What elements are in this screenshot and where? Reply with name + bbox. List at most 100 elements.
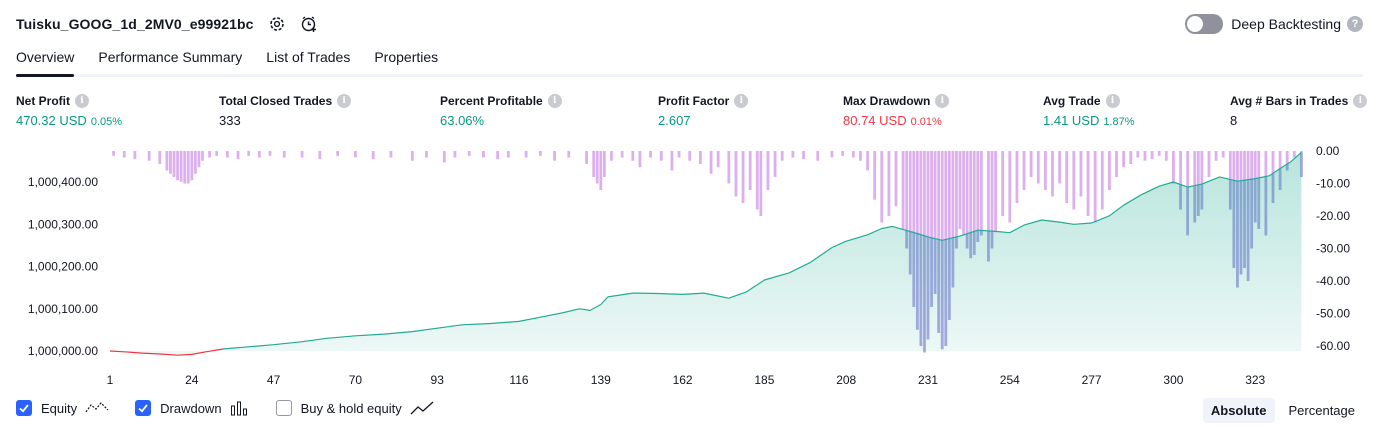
drawdown-bar	[759, 151, 763, 216]
info-icon[interactable]: i	[1353, 94, 1368, 108]
drawdown-bar	[1164, 151, 1168, 161]
y-right-tick-label: -60.00	[1316, 339, 1350, 353]
drawdown-bar	[816, 151, 820, 161]
checkbox-checked[interactable]	[16, 400, 32, 416]
drawdown-bar	[880, 151, 884, 223]
drawdown-bar	[709, 151, 713, 174]
drawdown-bar	[133, 151, 137, 160]
info-icon[interactable]: i	[75, 94, 89, 108]
stat-label: Avg # Bars in Trades	[1230, 94, 1349, 108]
tab-properties[interactable]: Properties	[374, 49, 439, 65]
drawdown-bar	[1058, 151, 1061, 184]
drawdown-bar	[951, 151, 955, 238]
drawdown-bar	[830, 151, 834, 158]
drawdown-bar	[698, 151, 702, 164]
drawdown-bar	[1200, 151, 1204, 185]
drawdown-bar	[158, 151, 162, 164]
drawdown-bar	[165, 151, 169, 171]
percentage-button[interactable]: Percentage	[1288, 403, 1356, 418]
drawdown-bar	[567, 151, 571, 158]
drawdown-bar	[169, 151, 172, 174]
drawdown-bar	[1115, 151, 1118, 177]
checkbox-checked[interactable]	[135, 400, 152, 416]
drawdown-bar	[538, 151, 542, 156]
tab-performance-summary[interactable]: Performance Summary	[98, 49, 243, 65]
drawdown-bar	[215, 151, 219, 156]
drawdown-bar-overlap	[1300, 152, 1303, 177]
deep-backtesting-label: Deep Backtesting	[1231, 16, 1341, 32]
info-icon[interactable]: i	[547, 94, 562, 108]
trend-line-icon	[410, 400, 434, 416]
drawdown-bar	[866, 151, 869, 171]
drawdown-bars-icon	[230, 400, 250, 416]
drawdown-bar	[122, 151, 126, 158]
drawdown-bar	[947, 151, 951, 239]
drawdown-bar	[955, 151, 958, 237]
info-icon[interactable]: i	[935, 94, 950, 108]
drawdown-bar	[1093, 151, 1097, 222]
drawdown-bar	[482, 151, 485, 158]
drawdown-bar	[524, 151, 528, 158]
tab-list-of-trades[interactable]: List of Trades	[266, 49, 351, 65]
drawdown-bars	[112, 151, 1303, 353]
stat-percent: 1.87%	[1103, 116, 1135, 128]
drawdown-bar	[1129, 151, 1133, 164]
summary-stats: Net Profit i 470.32 USD 0.05% Total Closed…	[0, 94, 1379, 134]
drawdown-bar	[958, 151, 962, 229]
x-tick-label: 139	[591, 373, 611, 387]
equity-line	[223, 151, 1302, 350]
info-icon[interactable]: i	[337, 94, 352, 108]
drawdown-bar	[969, 151, 973, 233]
tab-overview[interactable]: Overview	[16, 44, 75, 77]
y-right-tick-label: -10.00	[1316, 177, 1350, 191]
deep-backtesting-toggle[interactable]	[1185, 14, 1224, 34]
drawdown-bar	[979, 151, 983, 231]
equity-drawdown-chart[interactable]: 1,000,000.00 1,000,100.00 1,000,200.00 1,00…	[0, 140, 1379, 390]
absolute-button[interactable]: Absolute	[1202, 398, 1275, 423]
drawdown-bar	[915, 151, 919, 234]
drawdown-bar	[1236, 151, 1239, 182]
stat-percent: 0.05%	[90, 116, 123, 128]
drawdown-bar	[585, 151, 588, 164]
drawdown-bar	[1285, 151, 1289, 164]
legend-label: Buy & hold equity	[300, 400, 402, 416]
drawdown-bar	[688, 151, 692, 161]
drawdown-bar	[919, 151, 923, 235]
report-tabs: Overview Performance Summary List of Tra…	[16, 44, 1363, 77]
drawdown-bar	[1214, 151, 1218, 161]
y-right-tick-label: -50.00	[1316, 307, 1350, 321]
drawdown-bar	[1186, 151, 1190, 188]
legend-equity[interactable]: Equity	[16, 400, 109, 416]
alarm-add-icon[interactable]	[300, 15, 318, 33]
drawdown-bar	[1246, 151, 1250, 180]
drawdown-bar	[1150, 151, 1154, 160]
drawdown-bar	[599, 151, 603, 190]
checkbox-unchecked[interactable]	[275, 400, 292, 416]
drawdown-bar	[873, 151, 877, 200]
y-left-tick-label: 1,000,400.00	[28, 175, 98, 189]
legend-buy-hold-equity[interactable]: Buy & hold equity	[275, 400, 434, 416]
x-tick-label: 254	[1000, 373, 1020, 387]
y-right-tick-label: -30.00	[1316, 242, 1350, 256]
drawdown-bar	[1107, 151, 1111, 190]
drawdown-bar	[734, 151, 738, 197]
drawdown-bar	[318, 151, 322, 160]
drawdown-bar	[1157, 151, 1161, 156]
chart-legend: Equity Drawdown Buy & hold equity	[16, 400, 460, 416]
stat-avg-bars-in-trades: Avg # Bars in Trades i 8	[1230, 94, 1368, 128]
drawdown-bar	[425, 151, 428, 158]
info-icon[interactable]: i	[1105, 94, 1120, 108]
stat-avg-trade: Avg Trade i 1.41 USD 1.87%	[1043, 94, 1135, 128]
info-icon[interactable]: i	[734, 94, 749, 108]
help-icon[interactable]: ?	[1347, 16, 1363, 32]
drawdown-bar	[1008, 151, 1012, 223]
drawdown-bar	[1207, 151, 1211, 177]
legend-drawdown[interactable]: Drawdown	[135, 400, 249, 416]
y-axis-left: 1,000,000.00 1,000,100.00 1,000,200.00 1,00…	[28, 175, 98, 358]
stat-value: 1.41 USD	[1043, 113, 1100, 128]
drawdown-bar	[1143, 151, 1147, 161]
drawdown-bar	[912, 151, 916, 233]
x-tick-label: 1	[107, 373, 114, 387]
drawdown-bar	[1228, 151, 1232, 180]
gear-icon[interactable]	[268, 15, 286, 33]
